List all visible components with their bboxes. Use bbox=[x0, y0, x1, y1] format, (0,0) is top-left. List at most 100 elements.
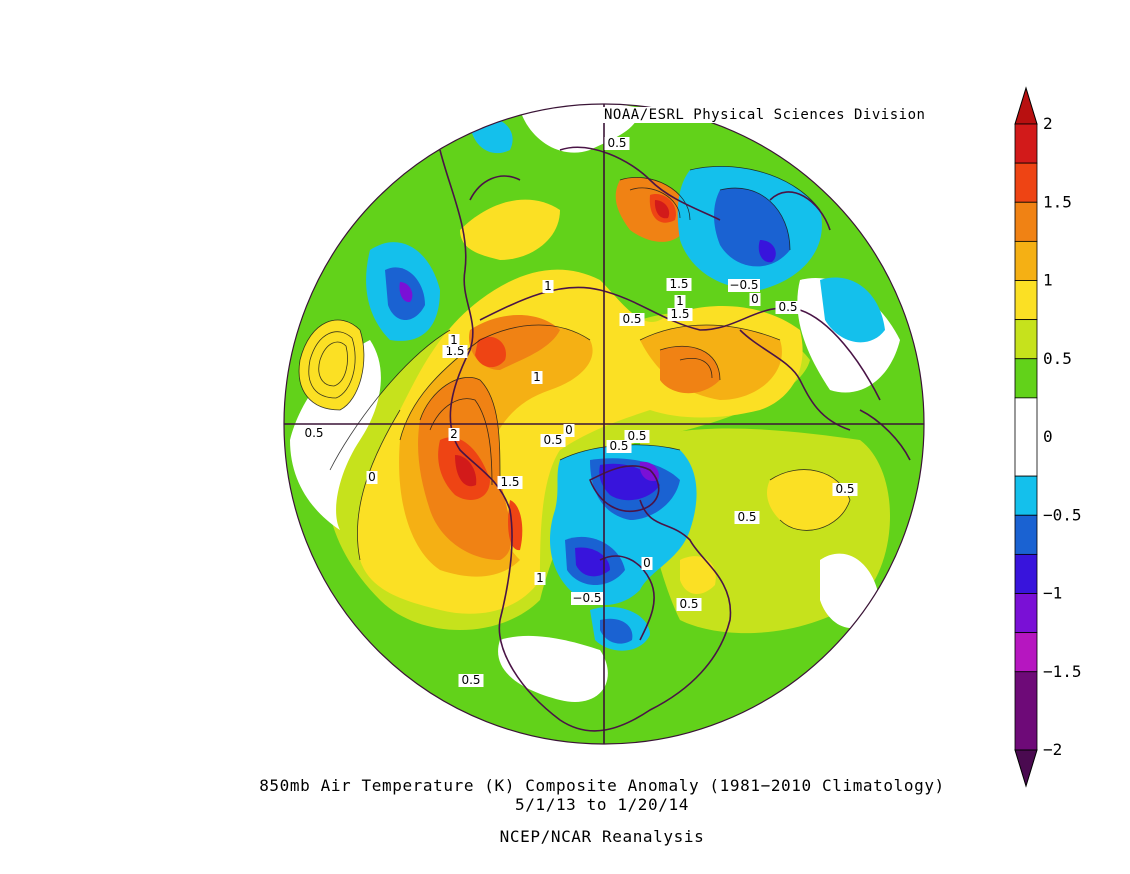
svg-text:0.5: 0.5 bbox=[304, 426, 323, 440]
chart-title: 850mb Air Temperature (K) Composite Anom… bbox=[259, 776, 945, 795]
colorbar-tick-label: −1.5 bbox=[1043, 662, 1082, 681]
contour-label: 1.5 bbox=[497, 475, 523, 489]
svg-text:−0.5: −0.5 bbox=[729, 278, 758, 292]
credit-text: NOAA/ESRL Physical Sciences Division bbox=[600, 107, 930, 123]
contour-label: 0.5 bbox=[832, 482, 858, 496]
colorbar-tick-label: −0.5 bbox=[1043, 505, 1082, 524]
svg-text:0: 0 bbox=[565, 423, 573, 437]
colorbar-bin bbox=[1014, 553, 1038, 594]
colorbar-tick-label: 1.5 bbox=[1043, 192, 1072, 211]
svg-text:0: 0 bbox=[368, 470, 376, 484]
colorbar-bin bbox=[1014, 280, 1038, 321]
svg-text:0.5: 0.5 bbox=[737, 510, 756, 524]
colorbar-bin bbox=[1014, 593, 1038, 634]
colorbar-bin bbox=[1014, 240, 1038, 281]
contour-label: 1 bbox=[448, 333, 460, 347]
svg-text:0: 0 bbox=[751, 292, 759, 306]
svg-text:1.5: 1.5 bbox=[500, 475, 519, 489]
anomaly-region bbox=[820, 277, 885, 343]
anomaly-region bbox=[575, 547, 610, 577]
date-range: 5/1/13 to 1/20/14 bbox=[515, 795, 689, 814]
colorbar-bin bbox=[1014, 514, 1038, 555]
svg-text:0.5: 0.5 bbox=[778, 300, 797, 314]
svg-text:1.5: 1.5 bbox=[445, 344, 464, 358]
svg-text:0.5: 0.5 bbox=[835, 482, 854, 496]
colorbar-bin bbox=[1014, 201, 1038, 242]
contour-label: 0.5 bbox=[619, 312, 645, 326]
colorbar-tick-label: 0.5 bbox=[1043, 349, 1072, 368]
contour-label: 1 bbox=[674, 294, 686, 308]
colorbar-over-arrow bbox=[1014, 86, 1038, 125]
svg-text:0: 0 bbox=[643, 556, 651, 570]
svg-text:1: 1 bbox=[533, 370, 541, 384]
colorbar: 2 1.5 1 0.5 0 −0.5 −1 −1.5 −2 bbox=[1014, 86, 1082, 788]
contour-label: 1.5 bbox=[442, 344, 468, 358]
colorbar-tick-label: −2 bbox=[1043, 740, 1062, 759]
contour-label: 2 bbox=[448, 427, 460, 441]
contour-label: 0.5 bbox=[606, 439, 632, 453]
colorbar-tick-label: 1 bbox=[1043, 271, 1053, 290]
contour-label: 1.5 bbox=[666, 277, 692, 291]
contour-label: −0.5 bbox=[728, 278, 760, 292]
svg-text:0.5: 0.5 bbox=[461, 673, 480, 687]
anomaly-region bbox=[399, 282, 413, 303]
contour-label: 0.5 bbox=[734, 510, 760, 524]
colorbar-bin bbox=[1014, 123, 1038, 164]
anomaly-region bbox=[660, 346, 720, 394]
svg-text:1: 1 bbox=[536, 571, 544, 585]
contour-label: 0.5 bbox=[624, 429, 650, 443]
colorbar-bin bbox=[1014, 671, 1038, 751]
contour-label: 0 bbox=[749, 292, 761, 306]
svg-text:0.5: 0.5 bbox=[609, 439, 628, 453]
svg-text:−0.5: −0.5 bbox=[572, 591, 601, 605]
contour-labels: 0.50.511.511.50.511.51−0.500.500.5 0.500.… bbox=[301, 136, 858, 687]
colorbar-under-arrow bbox=[1014, 749, 1038, 788]
anomaly-region bbox=[460, 199, 560, 260]
svg-text:0.5: 0.5 bbox=[622, 312, 641, 326]
svg-text:1: 1 bbox=[676, 294, 684, 308]
svg-text:1.5: 1.5 bbox=[670, 307, 689, 321]
svg-text:0.5: 0.5 bbox=[543, 433, 562, 447]
contour-label: 0 bbox=[641, 556, 653, 570]
svg-text:0.5: 0.5 bbox=[627, 429, 646, 443]
contour-label: 0.5 bbox=[301, 426, 327, 440]
contour-label: 0.5 bbox=[540, 433, 566, 447]
svg-text:0.5: 0.5 bbox=[679, 597, 698, 611]
contour-label: −0.5 bbox=[571, 591, 603, 605]
contour-label: 0.5 bbox=[676, 597, 702, 611]
colorbar-bin bbox=[1014, 397, 1038, 477]
contour-label: 1 bbox=[534, 571, 546, 585]
anomaly-region bbox=[455, 455, 477, 487]
contour-label: 0.5 bbox=[458, 673, 484, 687]
contour-label: 0.5 bbox=[775, 300, 801, 314]
contour-label: 0 bbox=[563, 423, 575, 437]
svg-text:0.5: 0.5 bbox=[607, 136, 626, 150]
colorbar-tick-label: −1 bbox=[1043, 584, 1062, 603]
anomaly-region bbox=[654, 200, 670, 219]
contour-label: 0 bbox=[366, 470, 378, 484]
colorbar-bin bbox=[1014, 358, 1038, 399]
contour-label: 1 bbox=[531, 370, 543, 384]
anomaly-region bbox=[498, 635, 608, 702]
colorbar-bin bbox=[1014, 319, 1038, 360]
svg-text:1: 1 bbox=[450, 333, 458, 347]
colorbar-bin bbox=[1014, 632, 1038, 673]
anomaly-region bbox=[767, 469, 850, 531]
colorbar-tick-label: 0 bbox=[1043, 427, 1053, 446]
contour-label: 0.5 bbox=[604, 136, 630, 150]
colorbar-tick-label: 2 bbox=[1043, 114, 1053, 133]
colorbar-bin bbox=[1014, 475, 1038, 516]
anomaly-region bbox=[475, 336, 506, 368]
anomaly-region bbox=[600, 618, 633, 644]
colorbar-bin bbox=[1014, 162, 1038, 203]
svg-text:1: 1 bbox=[544, 279, 552, 293]
svg-text:1.5: 1.5 bbox=[669, 277, 688, 291]
contour-label: 1 bbox=[542, 279, 554, 293]
contour-lines bbox=[298, 165, 851, 561]
coastlines bbox=[439, 146, 911, 732]
anomaly-region bbox=[758, 240, 776, 263]
dataset-name: NCEP/NCAR Reanalysis bbox=[499, 827, 705, 846]
svg-text:2: 2 bbox=[450, 427, 458, 441]
contour-label: 1.5 bbox=[667, 307, 693, 321]
